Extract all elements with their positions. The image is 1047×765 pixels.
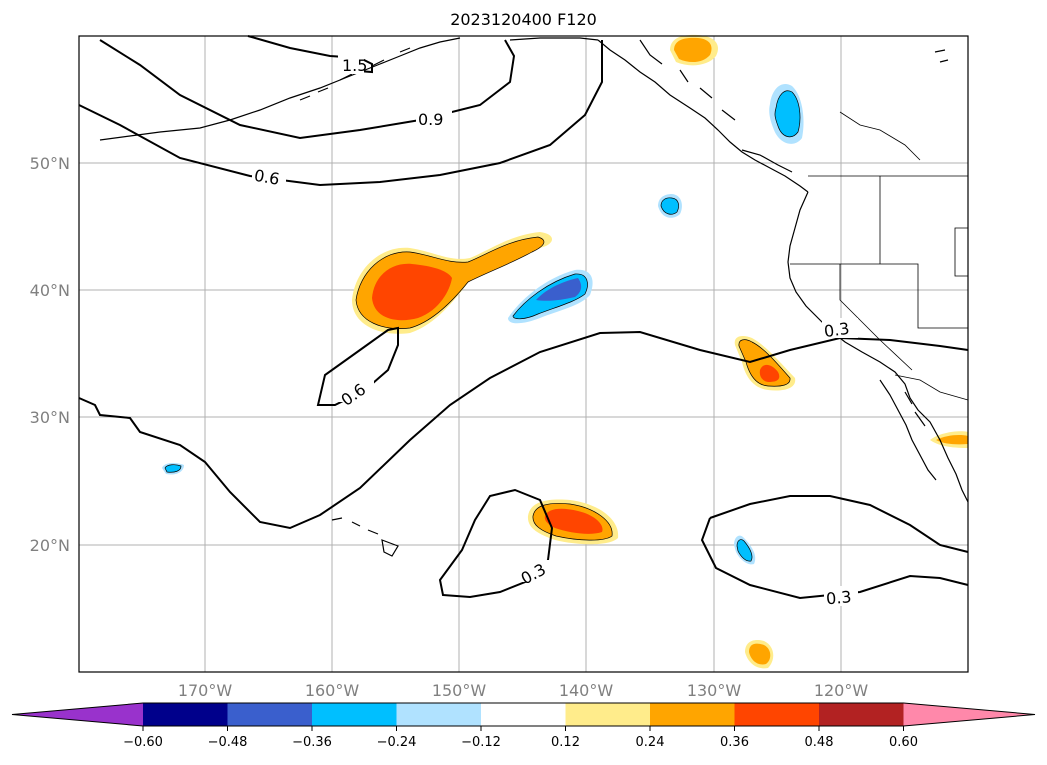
fill-outlines bbox=[164, 90, 801, 562]
lon-label-170w: 170°W bbox=[178, 681, 233, 700]
warm-north-blob-inner bbox=[674, 37, 712, 63]
colorbar-segment bbox=[227, 703, 313, 726]
contour-label-0-9: 0.9 bbox=[418, 110, 443, 129]
colorbar-segment bbox=[143, 703, 228, 726]
colorbar-tick-label: 0.12 bbox=[551, 735, 580, 750]
warm-south-blob-inner bbox=[749, 643, 771, 665]
colorbar-tick-label: −0.36 bbox=[292, 735, 332, 750]
colorbar-tick-label: −0.12 bbox=[461, 735, 501, 750]
lon-label-120w: 120°W bbox=[814, 681, 869, 700]
warm-anomaly-blob-red bbox=[372, 263, 452, 321]
colorbar-extend-high bbox=[903, 703, 1035, 726]
latitude-labels: 50°N 40°N 30°N 20°N bbox=[30, 154, 70, 555]
lat-label-20n: 20°N bbox=[30, 536, 70, 555]
coastlines bbox=[99, 37, 969, 557]
map-title: 2023120400 F120 bbox=[450, 10, 597, 29]
cold-anomaly-blob-dark bbox=[536, 278, 582, 301]
cold-bc-blob-inner bbox=[774, 90, 800, 137]
lon-label-130w: 130°W bbox=[687, 681, 742, 700]
lat-label-50n: 50°N bbox=[30, 154, 70, 173]
contour-label-1-5: 1.5 bbox=[342, 56, 367, 75]
lon-label-140w: 140°W bbox=[559, 681, 614, 700]
colorbar-tick-label: −0.60 bbox=[123, 735, 163, 750]
colorbar-segment bbox=[396, 703, 482, 726]
contour-label-group: 1.5 0.9 0.6 0.6 0.3 0.3 0.3 bbox=[252, 54, 858, 608]
contour-label-0-3-main: 0.3 bbox=[823, 319, 851, 341]
colorbar-tick-label: −0.48 bbox=[208, 735, 248, 750]
contour-lines bbox=[78, 35, 969, 600]
colorbar-segment bbox=[650, 703, 735, 726]
contour-label-0-3-east: 0.3 bbox=[825, 587, 852, 608]
cold-south-blob-inner bbox=[737, 539, 753, 562]
colorbar-segment bbox=[312, 703, 397, 726]
contour-label-0-6-north: 0.6 bbox=[253, 166, 281, 189]
colorbar-tick-label: 0.48 bbox=[805, 735, 834, 750]
colorbar-tick-label: 0.24 bbox=[636, 735, 665, 750]
lon-label-150w: 150°W bbox=[432, 681, 487, 700]
map-frame bbox=[78, 35, 969, 673]
colorbar: −0.60 −0.48 −0.36 −0.24 −0.12 0.12 0.24 0.36 0.4… bbox=[11, 702, 1036, 750]
warm-hawaii-blob-red bbox=[544, 508, 603, 534]
colorbar-segment bbox=[565, 703, 651, 726]
colorbar-tick-label: 0.60 bbox=[889, 735, 918, 750]
colorbar-extend-low bbox=[12, 703, 143, 726]
warm-baja-blob-inner bbox=[936, 435, 968, 445]
colorbar-tick-label: 0.36 bbox=[720, 735, 749, 750]
colorbar-segment bbox=[481, 703, 566, 726]
longitude-labels: 170°W 160°W 150°W 140°W 130°W 120°W bbox=[178, 681, 869, 700]
warm-california-blob-red bbox=[759, 364, 780, 382]
colorbar-segment bbox=[734, 703, 820, 726]
lat-label-30n: 30°N bbox=[30, 408, 70, 427]
lat-label-40n: 40°N bbox=[30, 281, 70, 300]
cold-west-blob-inner bbox=[165, 464, 181, 473]
colorbar-segment bbox=[819, 703, 904, 726]
colorbar-tick-label: −0.24 bbox=[377, 735, 417, 750]
lon-label-160w: 160°W bbox=[305, 681, 360, 700]
cold-small-blob-inner bbox=[661, 197, 679, 215]
